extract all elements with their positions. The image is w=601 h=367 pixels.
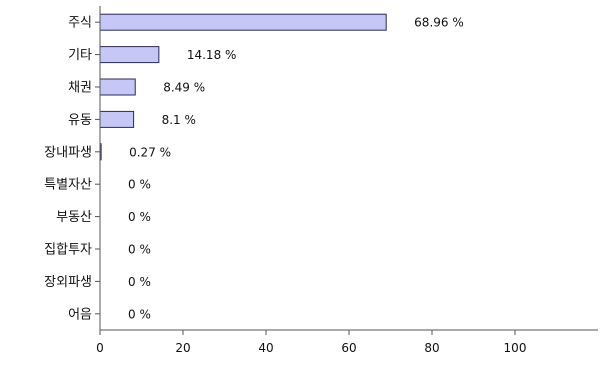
x-tick-label: 80 [424, 341, 439, 355]
bar [99, 13, 387, 31]
category-label: 집합투자 [44, 243, 92, 258]
category-label: 특별자산 [44, 178, 92, 193]
data-label: 0 % [128, 243, 151, 257]
category-label: 어음 [68, 307, 92, 322]
value-labels: 68.96 % 14.18 % 8.49 % 8.1 % 0.27 % 0 % 0 % 0 %… [128, 16, 464, 322]
data-label: 0 % [128, 210, 151, 224]
x-tick-label: 20 [175, 341, 190, 355]
data-label: 8.1 % [162, 113, 196, 127]
bar [99, 78, 136, 96]
data-label: 68.96 % [414, 16, 464, 30]
category-label: 기타 [68, 48, 92, 63]
bar [99, 110, 135, 128]
data-label: 8.49 % [163, 81, 205, 95]
category-label: 장내파생 [44, 145, 92, 160]
x-tick-label: 0 [96, 341, 104, 355]
data-label: 0 % [128, 307, 151, 321]
data-label: 0 % [128, 178, 151, 192]
bars [99, 13, 387, 161]
data-label: 0 % [128, 275, 151, 289]
data-label: 0.27 % [129, 145, 171, 159]
x-tick-label: 60 [341, 341, 356, 355]
category-label: 주식 [68, 16, 92, 31]
x-axis-ticks: 0 20 40 60 80 100 [96, 330, 526, 355]
category-label: 유동 [68, 113, 92, 128]
category-label: 채권 [68, 81, 92, 96]
category-label: 장외파생 [44, 275, 92, 290]
category-label: 부동산 [56, 210, 92, 225]
x-tick-label: 40 [258, 341, 273, 355]
x-tick-label: 100 [504, 341, 527, 355]
data-label: 14.18 % [187, 48, 237, 62]
bar [99, 46, 160, 64]
